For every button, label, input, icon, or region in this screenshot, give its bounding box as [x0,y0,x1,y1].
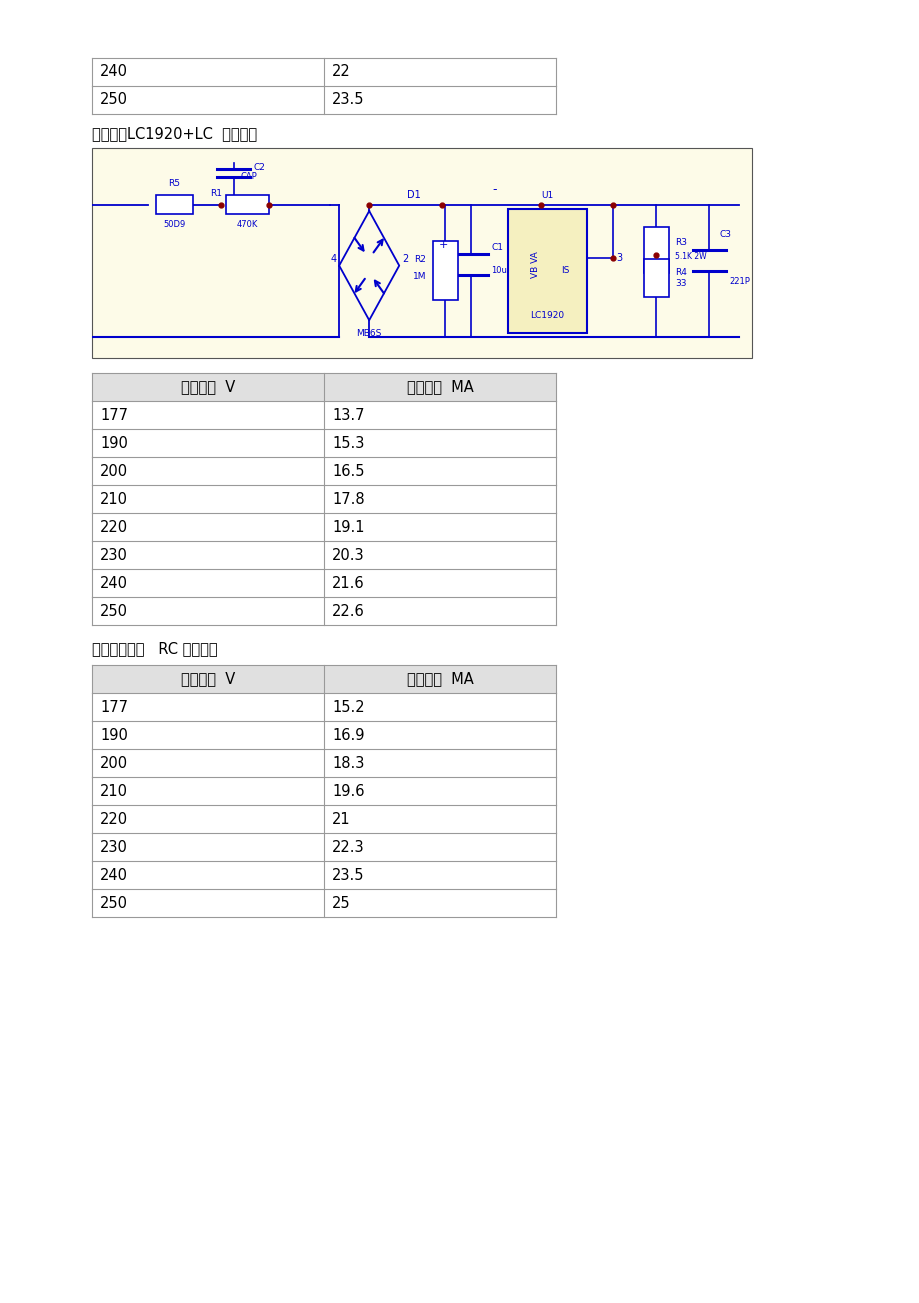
Text: LC1920: LC1920 [529,311,564,321]
Text: 3: 3 [616,254,622,263]
Text: 23.5: 23.5 [332,93,364,108]
Text: 电路电流  MA: 电路电流 MA [406,671,473,687]
Bar [643,227,668,272]
Text: 方案四：普通   RC 阻容降压: 方案四：普通 RC 阻容降压 [92,641,218,657]
Text: -: - [492,184,496,197]
Text: D1: D1 [407,190,421,201]
Bar [225,195,268,214]
Bar [643,259,668,297]
Text: 177: 177 [100,408,128,422]
Text: U1: U1 [540,192,553,201]
Text: 21.6: 21.6 [332,576,364,590]
Text: MB6S: MB6S [357,328,381,337]
Text: 电源电压  V: 电源电压 V [181,671,235,687]
Text: 221P: 221P [728,276,749,285]
Text: +: + [438,240,448,250]
Text: IS: IS [560,266,568,275]
Text: 210: 210 [100,783,128,799]
Text: 18.3: 18.3 [332,756,364,770]
Text: 1M: 1M [412,272,425,281]
Bar [156,195,192,214]
Text: 17.8: 17.8 [332,491,364,507]
Text: R1: R1 [210,189,222,198]
Text: 33: 33 [675,279,686,288]
Text: 21: 21 [332,812,350,826]
Bar [507,208,586,332]
Text: VB VA: VB VA [530,251,539,278]
Text: 240: 240 [100,576,128,590]
Bar [432,241,457,300]
Text: 50D9: 50D9 [164,220,186,229]
Text: R4: R4 [675,268,686,278]
Text: 2: 2 [402,254,408,265]
Text: 13.7: 13.7 [332,408,364,422]
Text: 方案三：LC1920+LC  滤波网络: 方案三：LC1920+LC 滤波网络 [92,126,256,142]
Text: 220: 220 [100,520,128,534]
Text: 22.3: 22.3 [332,839,364,855]
Text: 16.9: 16.9 [332,727,364,743]
Text: 470K: 470K [236,220,257,229]
Text: 20.3: 20.3 [332,547,364,563]
Bar [92,149,751,358]
Text: 5.1K 2W: 5.1K 2W [675,253,707,262]
Text: C3: C3 [719,231,731,240]
Bar [92,665,555,693]
Text: C2: C2 [254,163,266,172]
Text: 220: 220 [100,812,128,826]
Text: 15.2: 15.2 [332,700,364,714]
Text: 200: 200 [100,756,128,770]
Text: 4: 4 [330,254,336,265]
Text: 10u: 10u [491,266,506,275]
Text: 22: 22 [332,65,350,79]
Text: 177: 177 [100,700,128,714]
Text: 电源电压  V: 电源电压 V [181,379,235,395]
Text: 240: 240 [100,868,128,882]
Text: 22.6: 22.6 [332,603,364,619]
Text: 230: 230 [100,839,128,855]
Text: CAP: CAP [240,172,257,181]
Text: 190: 190 [100,727,128,743]
Bar [92,373,555,401]
Text: 23.5: 23.5 [332,868,364,882]
Text: R5: R5 [168,179,180,188]
Text: 240: 240 [100,65,128,79]
Text: 250: 250 [100,93,128,108]
Text: 250: 250 [100,603,128,619]
Text: 16.5: 16.5 [332,464,364,478]
Text: 25: 25 [332,895,350,911]
Text: 230: 230 [100,547,128,563]
Text: 19.6: 19.6 [332,783,364,799]
Text: R2: R2 [414,254,425,263]
Text: R3: R3 [675,238,686,248]
Text: 250: 250 [100,895,128,911]
Text: C1: C1 [491,244,503,253]
Text: 15.3: 15.3 [332,435,364,451]
Text: 电路电流  MA: 电路电流 MA [406,379,473,395]
Text: 190: 190 [100,435,128,451]
Text: 210: 210 [100,491,128,507]
Text: 19.1: 19.1 [332,520,364,534]
Text: 200: 200 [100,464,128,478]
